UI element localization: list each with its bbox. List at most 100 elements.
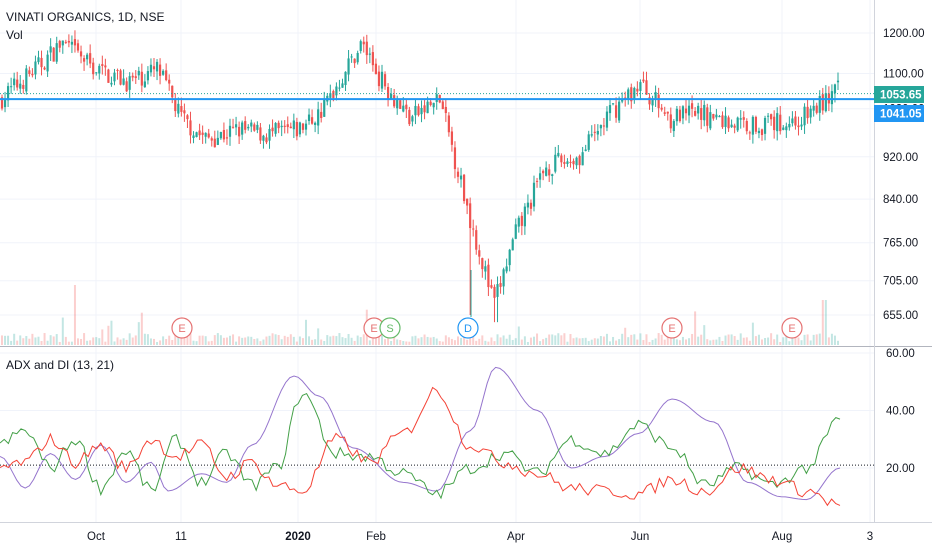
volume-bar (292, 336, 295, 345)
candle (669, 107, 672, 133)
candle (70, 35, 74, 54)
candle (89, 44, 92, 69)
candle (365, 34, 368, 64)
horizontal-lines (0, 93, 874, 101)
earnings-marker[interactable]: E (781, 317, 803, 339)
candle (152, 57, 156, 77)
candle (356, 50, 359, 65)
earnings-marker[interactable]: E (661, 317, 683, 339)
volume-bar (824, 300, 827, 345)
candle (262, 134, 265, 149)
candle (280, 120, 283, 137)
candle (715, 108, 718, 120)
candle (222, 122, 226, 143)
candle (213, 130, 216, 148)
candle (28, 66, 31, 77)
time-axis[interactable]: Oct 11 2020 Feb Apr Jun Aug 3 (87, 531, 873, 543)
volume-bar (441, 341, 444, 345)
volume-bar (329, 336, 332, 345)
candle (335, 82, 338, 101)
volume-bar (308, 336, 311, 345)
candle (238, 121, 241, 145)
candle (116, 68, 119, 80)
svg-text:D: D (464, 323, 472, 335)
volume-bars (1, 285, 839, 345)
time-tick-label: 2020 (285, 531, 311, 543)
candle (244, 116, 247, 134)
volume-bar (593, 338, 596, 345)
volume-bar (578, 338, 581, 345)
volume-bar (517, 326, 520, 345)
candle (508, 248, 511, 272)
volume-bar (742, 337, 745, 345)
volume-bar (733, 336, 736, 345)
volume-bar (311, 339, 314, 345)
volume-bar (137, 322, 140, 345)
earnings-marker[interactable]: E (171, 317, 193, 339)
volume-bar (384, 339, 387, 345)
candle (706, 103, 709, 133)
volume-bar (162, 336, 165, 345)
volume-bar (624, 327, 627, 345)
price-pane[interactable] (0, 30, 840, 323)
volume-bar (280, 339, 283, 345)
volume-bar (681, 336, 684, 345)
volume-bar (359, 337, 362, 345)
volume-bar (174, 334, 177, 345)
volume-bar (408, 341, 411, 345)
split-marker[interactable]: S (379, 317, 401, 339)
volume-bar (262, 339, 265, 345)
volume-bar (253, 338, 256, 345)
volume-bar (724, 335, 727, 345)
plus-di-line[interactable] (0, 392, 841, 500)
volume-bar (323, 340, 326, 345)
candle (718, 114, 721, 118)
volume-bar (180, 334, 183, 345)
volume-bar (675, 339, 678, 345)
indicator-axis[interactable]: 60.00 40.00 20.00 (886, 348, 915, 475)
candle (165, 63, 168, 82)
volume-bar (630, 334, 633, 345)
dividend-marker[interactable]: D (457, 317, 479, 339)
candle (763, 115, 767, 141)
volume-bar (712, 339, 715, 345)
volume-bar (502, 335, 505, 345)
volume-bar (703, 325, 706, 345)
candle (511, 237, 514, 251)
volume-bar (143, 333, 146, 345)
volume-bar (250, 336, 253, 345)
volume-bar (116, 337, 119, 345)
volume-bar (271, 333, 274, 345)
candle (663, 106, 666, 117)
candle (368, 47, 371, 64)
candle (283, 120, 286, 134)
volume-bar (438, 341, 441, 345)
candle (49, 38, 52, 62)
candle (721, 111, 724, 129)
volume-bar (651, 339, 654, 345)
indicator-title[interactable]: ADX and DI (13, 21) (6, 358, 114, 372)
candle (329, 84, 332, 108)
volume-bar (210, 340, 213, 345)
minus-di-line[interactable] (0, 386, 841, 507)
volume-label[interactable]: Vol (6, 28, 23, 42)
volume-bar (782, 337, 785, 345)
indicator-tick-label: 60.00 (886, 348, 915, 360)
volume-bar (523, 336, 526, 345)
volume-bar (122, 338, 125, 345)
indicator-pane[interactable] (0, 366, 874, 507)
volume-bar (615, 340, 618, 345)
candle (58, 39, 61, 53)
symbol-title[interactable]: VINATI ORGANICS, 1D, NSE (6, 10, 164, 24)
volume-bar (46, 340, 49, 345)
candle (180, 97, 183, 117)
volume-bar (779, 341, 782, 345)
volume-bar (347, 333, 350, 345)
candle (79, 45, 83, 64)
candle (487, 258, 490, 297)
candle (140, 63, 143, 93)
candle (645, 71, 648, 95)
candle (107, 68, 110, 83)
volume-bar (405, 341, 408, 345)
